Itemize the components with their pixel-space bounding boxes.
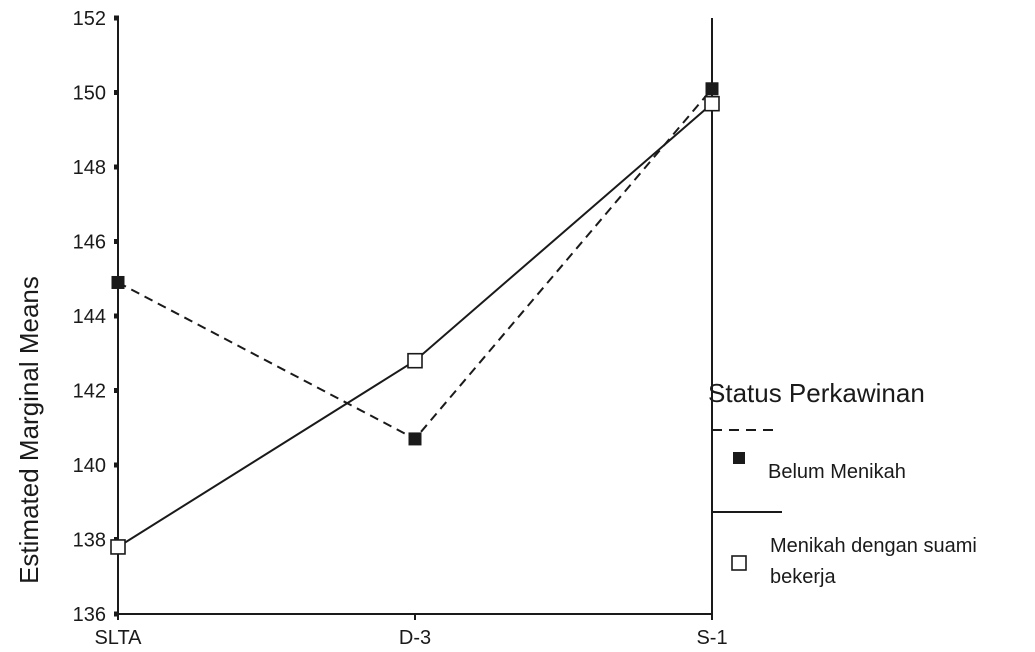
x-tick-label: SLTA xyxy=(94,627,142,649)
y-tick-square xyxy=(114,462,119,468)
series-lines xyxy=(117,88,713,548)
series-markers xyxy=(110,82,720,555)
y-axis-title: Estimated Marginal Means xyxy=(14,276,44,584)
legend-label-menikah-line2: bekerja xyxy=(770,566,836,588)
y-tick-label: 146 xyxy=(73,232,106,254)
data-point-open-square xyxy=(110,539,126,555)
data-point-filled-square xyxy=(408,432,422,446)
legend-label-menikah-line1: Menikah dengan suami xyxy=(770,535,977,557)
y-tick-square xyxy=(114,611,119,617)
y-tick-square xyxy=(114,239,119,244)
series-line-1 xyxy=(117,88,713,441)
legend-marker-filled-square xyxy=(733,452,745,464)
y-tick-label: 140 xyxy=(73,455,106,477)
data-point-open-square xyxy=(704,95,720,112)
y-tick-label: 142 xyxy=(73,381,106,403)
y-tick-label: 136 xyxy=(73,604,106,626)
y-tick-square xyxy=(114,388,119,393)
y-tick-square xyxy=(114,313,119,319)
y-axis-ticks: 136 138 140 142 144 146 148 150 152 xyxy=(73,8,119,626)
y-tick-label: 150 xyxy=(73,83,106,105)
data-point-filled-square xyxy=(111,275,125,289)
series-line-2 xyxy=(117,102,713,548)
legend: Status Perkawinan Belum Menikah Menikah … xyxy=(708,378,977,588)
y-tick-label: 148 xyxy=(73,157,106,179)
y-tick-square xyxy=(114,164,119,170)
x-axis-ticks: SLTA D-3 S-1 xyxy=(94,614,728,649)
x-tick-label: D-3 xyxy=(399,627,431,649)
data-point-filled-square xyxy=(705,82,719,96)
y-tick-label: 138 xyxy=(73,530,106,552)
y-tick-label: 144 xyxy=(73,306,106,328)
x-tick-label: S-1 xyxy=(696,627,727,649)
legend-title: Status Perkawinan xyxy=(708,378,925,408)
y-tick-square xyxy=(114,90,119,95)
plot-frame xyxy=(117,18,713,615)
y-tick-square xyxy=(114,15,119,21)
y-tick-label: 152 xyxy=(73,8,106,30)
legend-marker-open-square xyxy=(731,555,747,571)
legend-label-belum-menikah: Belum Menikah xyxy=(768,461,906,483)
data-point-open-square xyxy=(407,352,423,369)
